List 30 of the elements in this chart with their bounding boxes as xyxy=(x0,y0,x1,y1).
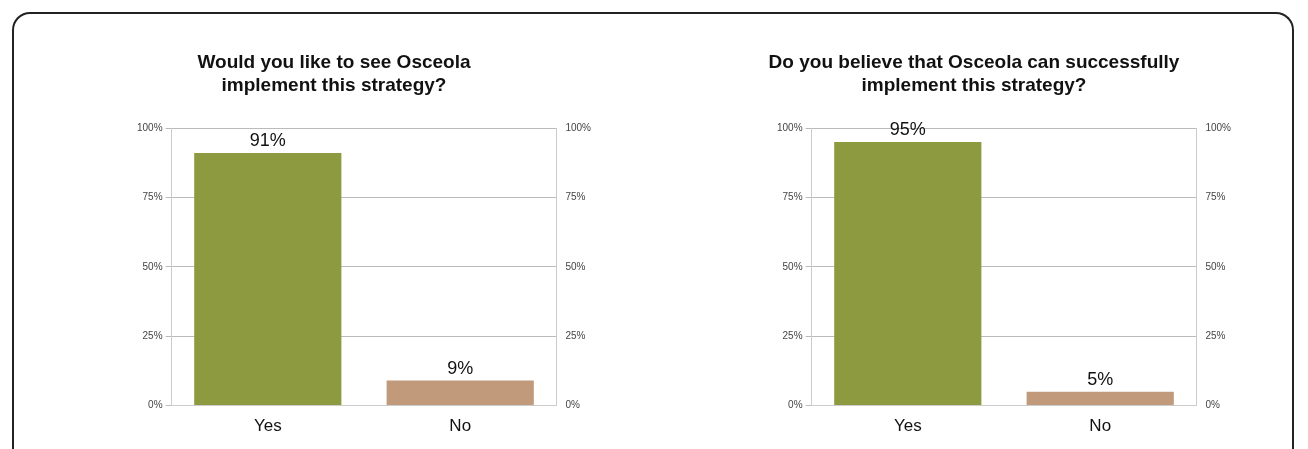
y2-tick-label: 50% xyxy=(565,260,586,272)
y-tick-label: 50% xyxy=(782,260,803,272)
x-tick-label: Yes xyxy=(253,416,282,436)
y2-tick-label: 75% xyxy=(565,191,586,203)
y-tick-label: 0% xyxy=(788,399,803,411)
y2-tick-label: 50% xyxy=(1205,260,1226,272)
y2-tick-label: 75% xyxy=(1205,191,1226,203)
chart-title: Would you like to see Osceola implement this strategy? xyxy=(196,50,472,97)
y2-tick-label: 25% xyxy=(565,329,586,341)
x-tick-label: No xyxy=(1089,416,1112,436)
data-label: 9% xyxy=(447,357,474,378)
y2-tick-label: 25% xyxy=(1205,329,1226,341)
y-tick-label: 50% xyxy=(142,260,163,272)
y2-tick-label: 100% xyxy=(565,121,592,133)
data-label: 91% xyxy=(249,129,286,150)
data-label: 5% xyxy=(1087,368,1114,389)
x-tick-label: Yes xyxy=(893,416,922,436)
y-tick-label: 100% xyxy=(137,121,163,133)
x-tick-label: No xyxy=(449,416,472,436)
y-tick-label: 25% xyxy=(142,329,163,341)
y2-tick-label: 0% xyxy=(1205,399,1220,411)
y2-tick-label: 0% xyxy=(565,399,580,411)
chart-title: Do you believe that Osceola can successfully implement this strategy? xyxy=(767,50,1181,97)
y-tick-label: 0% xyxy=(148,399,163,411)
y-tick-label: 75% xyxy=(782,191,803,203)
data-label: 95% xyxy=(889,118,926,139)
y-tick-label: 100% xyxy=(777,121,803,133)
y2-tick-label: 100% xyxy=(1205,121,1232,133)
y-tick-label: 75% xyxy=(142,191,163,203)
y-tick-label: 25% xyxy=(782,329,803,341)
